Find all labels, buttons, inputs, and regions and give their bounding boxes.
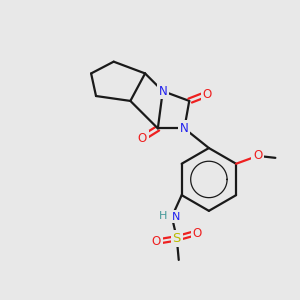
Text: O: O bbox=[152, 235, 161, 248]
Text: N: N bbox=[172, 212, 180, 222]
Text: O: O bbox=[202, 88, 212, 100]
Text: S: S bbox=[172, 232, 181, 245]
Text: O: O bbox=[137, 132, 147, 145]
Text: H: H bbox=[159, 211, 167, 221]
Text: N: N bbox=[158, 85, 167, 98]
Text: O: O bbox=[253, 149, 262, 162]
Text: N: N bbox=[180, 122, 189, 135]
Text: O: O bbox=[193, 227, 202, 240]
